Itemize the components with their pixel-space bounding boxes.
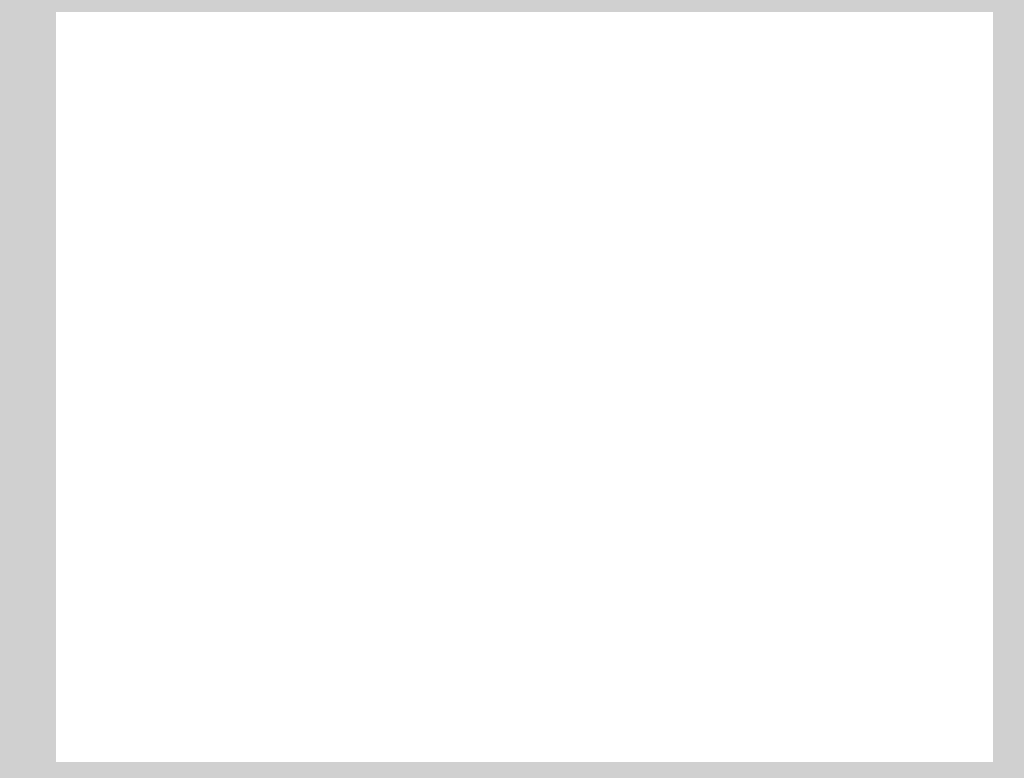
Text: 2.  In the circuit shown in the figure below, $\mathbf{V_{\rm in} = 7\ V}$, $\ma: 2. In the circuit shown in the figure be…: [113, 43, 911, 64]
Text: $i_2$: $i_2$: [662, 159, 673, 176]
Text: $I$: $I$: [487, 355, 493, 369]
Text: $R_3$: $R_3$: [490, 401, 508, 417]
Text: $V_{\rm in}$: $V_{\rm in}$: [289, 269, 308, 286]
Text: $i_3$: $i_3$: [584, 466, 595, 484]
Text: to obtain currents $\mathbf{i_1}$, $\mathbf{i_2}$, and $\mathbf{i_3}$.: to obtain currents $\mathbf{i_1}$, $\mat…: [140, 523, 395, 542]
Text: $\mathbf{R_5 = 3\ k\Omega}$, $\mathbf{I = 7\ mA}$.: $\mathbf{R_5 = 3\ k\Omega}$, $\mathbf{I …: [140, 73, 308, 91]
Text: −: −: [343, 283, 355, 297]
Text: (a)  Using loop analysis method, write down a system of equations (at most 3) th: (a) Using loop analysis method, write do…: [113, 498, 901, 515]
Text: $R_2$: $R_2$: [709, 207, 726, 223]
Text: $i_1$: $i_1$: [513, 96, 524, 113]
Text: +: +: [344, 264, 354, 277]
Text: $R_1$: $R_1$: [490, 180, 508, 197]
Text: $R_5$: $R_5$: [601, 261, 618, 278]
Text: $R_4$: $R_4$: [709, 366, 726, 382]
